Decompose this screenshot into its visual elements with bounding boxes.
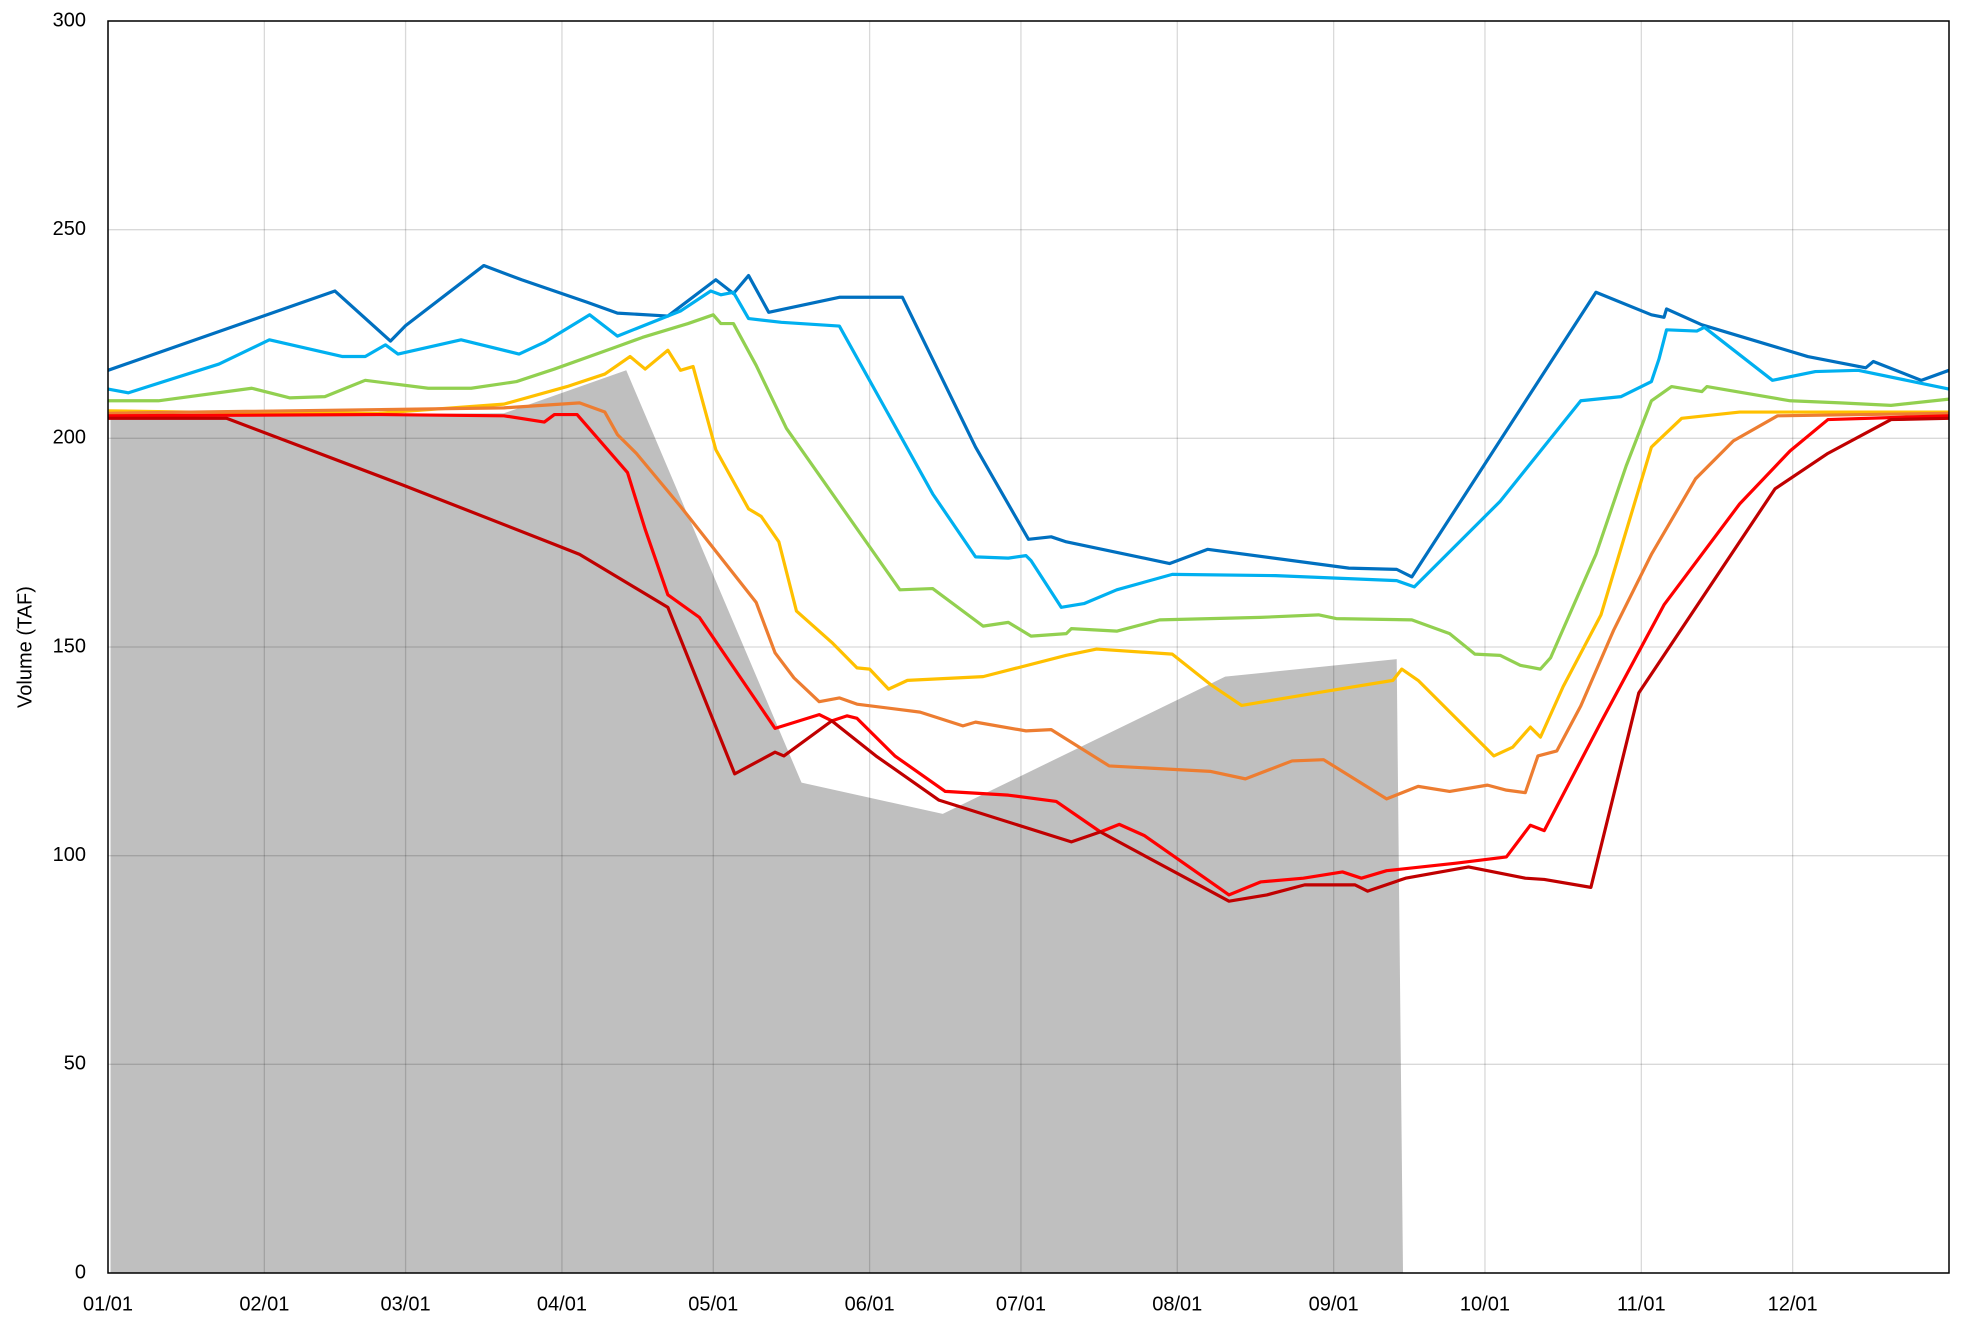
area bbox=[110, 370, 1404, 1274]
line bbox=[108, 416, 1950, 903]
x-tick-label: 12/01 bbox=[1768, 1293, 1818, 1315]
y-tick-label: 300 bbox=[53, 9, 86, 31]
x-tick-label: 07/01 bbox=[996, 1293, 1046, 1315]
y-tick-label: 50 bbox=[64, 1053, 86, 1075]
y-tick-label: 150 bbox=[53, 635, 86, 657]
x-tick-label: 02/01 bbox=[239, 1293, 289, 1315]
x-tick-label: 08/01 bbox=[1152, 1293, 1202, 1315]
x-tick-label: 09/01 bbox=[1309, 1293, 1359, 1315]
line bbox=[107, 289, 1950, 609]
plot-border bbox=[107, 20, 1950, 1274]
x-tick-label: 04/01 bbox=[537, 1293, 587, 1315]
line bbox=[107, 348, 1949, 758]
y-tick-label: 250 bbox=[53, 218, 86, 240]
x-tick-label: 11/01 bbox=[1617, 1293, 1666, 1315]
y-tick-label: 200 bbox=[53, 427, 86, 449]
y-tick-label: 0 bbox=[75, 1261, 86, 1283]
line bbox=[107, 401, 1950, 801]
line bbox=[107, 263, 1950, 579]
line bbox=[107, 412, 1950, 897]
x-tick-label: 03/01 bbox=[381, 1293, 431, 1315]
x-tick-label: 10/01 bbox=[1460, 1293, 1510, 1315]
x-tick-label: 05/01 bbox=[688, 1293, 738, 1315]
x-tick-label: 01/01 bbox=[83, 1293, 133, 1315]
line bbox=[108, 313, 1950, 671]
x-tick-label: 06/01 bbox=[845, 1293, 895, 1315]
y-tick-label: 100 bbox=[53, 844, 86, 866]
y-axis-title: Volume (TAF) bbox=[14, 586, 36, 708]
